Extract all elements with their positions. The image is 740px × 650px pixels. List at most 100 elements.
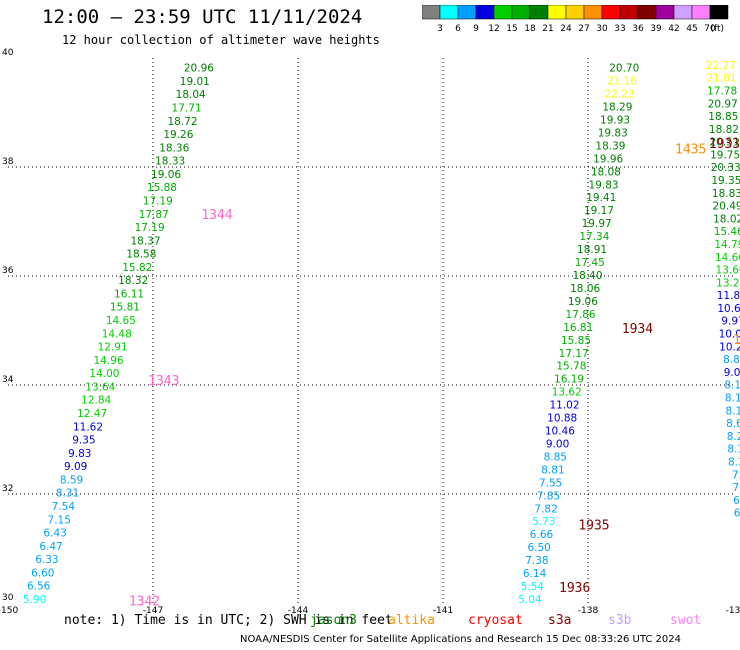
y-tick-label: 30 [2, 593, 14, 603]
track-b-value: 19.41 [586, 192, 616, 204]
scale-tick-label: 15 [506, 24, 517, 34]
track-c-value: 8.16 [726, 405, 740, 417]
satellite-legend-item: s3a [548, 613, 572, 628]
track-b-value: 17.45 [575, 257, 605, 269]
track-a-value: 9.09 [64, 461, 87, 473]
track-a-value: 12.47 [77, 408, 107, 420]
track-c-value: 6.6 [734, 508, 740, 520]
track-b-value: 6.50 [527, 542, 550, 554]
track-a-value: 18.33 [155, 156, 185, 168]
scale-tick-label: 3 [437, 24, 443, 34]
track-a-value: 6.33 [35, 554, 58, 566]
track-c-value: 8.16 [724, 380, 740, 392]
pass-label: 1344 [201, 208, 232, 223]
x-tick-label: -138 [578, 606, 599, 616]
track-c-value: 10.02 [719, 329, 740, 341]
track-b-value: 7.55 [539, 477, 562, 489]
track-b-value: 8.81 [541, 464, 564, 476]
track-b-value: 18.39 [595, 140, 625, 152]
scale-tick-label: 45 [686, 24, 697, 34]
satellite-legend-item: s3b [608, 613, 632, 628]
track-b-value: 16.81 [563, 322, 593, 334]
track-a-value: 7.54 [52, 501, 76, 513]
x-tick-label: -147 [143, 606, 163, 616]
track-b-value: 11.02 [549, 400, 579, 412]
track-c-value: 9.97 [721, 316, 740, 328]
track-a-value: 18.58 [126, 249, 156, 261]
track-a-value: 15.88 [147, 182, 177, 194]
x-tick-label: -13 [726, 606, 740, 616]
chart-title: 12:00 – 23:59 UTC 11/11/2024 [42, 6, 363, 28]
track-a-value: 8.31 [56, 488, 79, 500]
credit-line: NOAA/NESDIS Center for Satellite Applica… [240, 634, 682, 645]
track-c-value: 8.13 [727, 444, 740, 456]
scale-unit: (ft) [710, 24, 724, 34]
track-a-value: 20.96 [184, 63, 214, 75]
track-b-value: 7.38 [525, 555, 548, 567]
track-b-value: 16.19 [554, 374, 584, 386]
satellite-legend-item: swot [670, 613, 702, 628]
track-a-value: 6.43 [43, 528, 66, 540]
track-a-value: 18.04 [176, 89, 206, 101]
scale-tick-label: 36 [632, 24, 644, 34]
scale-tick-label: 42 [668, 24, 679, 34]
track-b-value: 18.40 [572, 270, 602, 282]
satellite-legend-item: cryosat [468, 613, 523, 628]
track-a-value: 17.71 [172, 102, 202, 114]
x-tick-label: -141 [433, 606, 453, 616]
track-a-value: 15.81 [110, 302, 140, 314]
y-tick-label: 32 [2, 484, 13, 494]
track-a-value: 17.19 [135, 222, 165, 234]
track-a-value: 12.91 [98, 342, 128, 354]
scale-swatch [709, 4, 729, 20]
track-c-value: 8.21 [727, 431, 740, 443]
pass-label: 1435 [675, 142, 706, 157]
track-a-value: 14.65 [106, 315, 136, 327]
track-a-value: 13.64 [85, 381, 115, 393]
pass-label: 1936 [559, 581, 590, 596]
track-b-value: 17.86 [566, 309, 596, 321]
track-c-value: 17.78 [707, 85, 737, 97]
scale-tick-label: 24 [560, 24, 572, 34]
track-c-value: 13.21 [716, 277, 740, 289]
track-a-value: 15.82 [122, 262, 152, 274]
track-b-value: 22.23 [605, 89, 635, 101]
track-b-value: 10.88 [547, 413, 577, 425]
scale-tick-label: 12 [488, 24, 499, 34]
pass-label: 1933 [709, 137, 740, 152]
track-c-value: 7.6 [733, 482, 740, 494]
color-scale-svg: 3 6 9 12 15 18 21 24 27 30 33 36 39 42 45 70(ft) [421, 4, 729, 34]
track-b-value: 6.66 [530, 529, 554, 541]
track-a-value: 9.83 [68, 448, 91, 460]
track-b-value: 21.16 [607, 76, 637, 88]
track-c-value: 11.82 [717, 290, 740, 302]
track-b-value: 19.83 [589, 179, 619, 191]
track-b-value: 15.85 [561, 335, 591, 347]
track-a-value: 14.48 [102, 328, 132, 340]
track-a-value: 7.15 [48, 514, 71, 526]
track-c-value: 10.25 [719, 341, 740, 353]
track-b-value: 7.82 [534, 503, 557, 515]
track-b-value: 17.17 [559, 348, 589, 360]
track-b-value: 5.04 [518, 594, 542, 606]
track-b-value: 19.97 [582, 218, 612, 230]
track-c-value: 13.66 [716, 265, 740, 277]
y-tick-label: 34 [2, 375, 14, 385]
track-b-value: 8.85 [544, 451, 567, 463]
track-a-value: 12.84 [81, 395, 111, 407]
track-a-value: 14.96 [94, 355, 124, 367]
track-b-value: 18.08 [591, 166, 621, 178]
track-c-value: 10.63 [717, 303, 740, 315]
track-a-value: 6.47 [39, 541, 62, 553]
scale-tick-label: 39 [650, 24, 662, 34]
track-b-value: 19.83 [598, 127, 628, 139]
track-b-value: 15.78 [556, 361, 586, 373]
track-a-value: 17.19 [143, 195, 173, 207]
track-b-value: 9.00 [546, 438, 569, 450]
satellite-legend-item: altika [388, 613, 435, 628]
track-c-value: 6.9 [733, 495, 740, 507]
track-b-value: 19.93 [600, 114, 630, 126]
track-a-value: 18.72 [167, 116, 197, 128]
track-c-value: 8.30 [728, 456, 740, 468]
